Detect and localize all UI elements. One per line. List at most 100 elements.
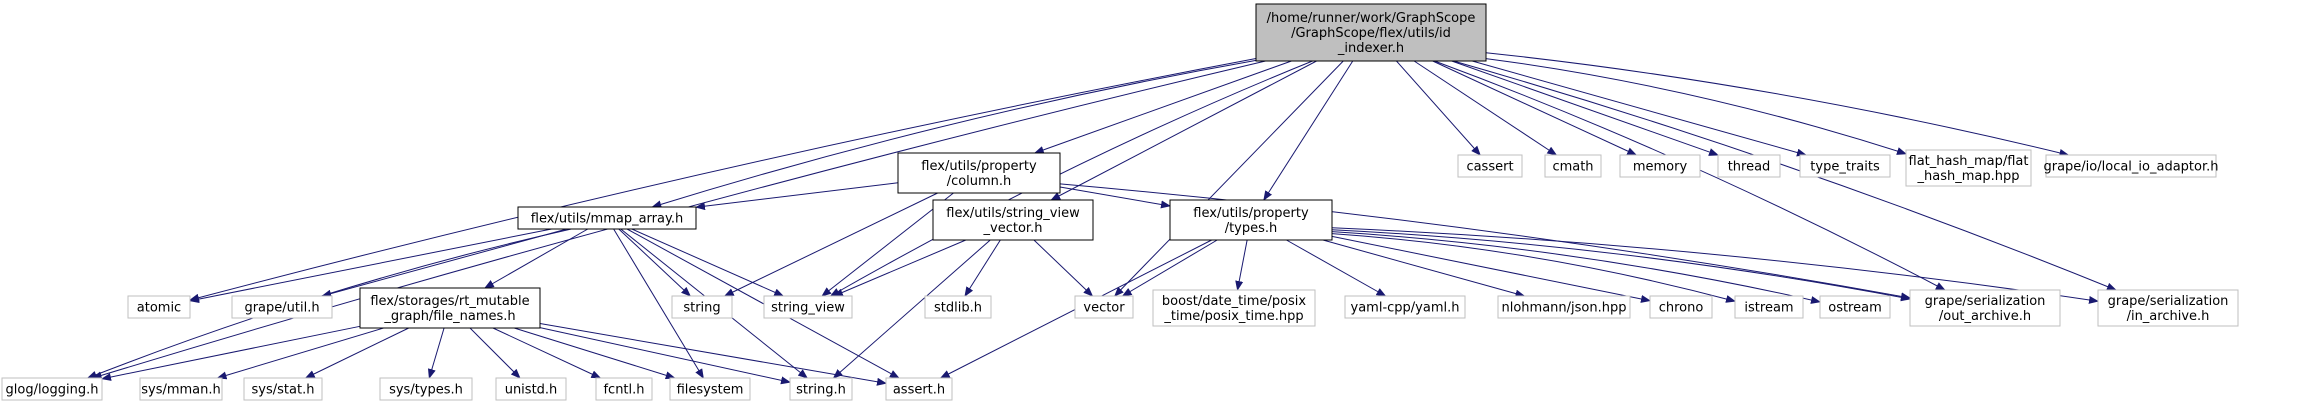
node-label-out_archive-line-0: grape/serialization (1925, 294, 2046, 309)
node-box-sys_stat (243, 377, 323, 401)
node-type_traits: type_traits (1799, 154, 1891, 178)
node-json: nlohmann/json.hpp (1497, 295, 1631, 319)
node-label-sys_mman-line-0: sys/mman.h (141, 383, 221, 398)
node-stdlib: stdlib.h (924, 295, 992, 319)
node-label-local_io-line-0: grape/io/local_io_adaptor.h (2043, 160, 2218, 175)
edge-root-to-types (1263, 60, 1354, 201)
node-ostream: ostream (1819, 295, 1891, 319)
node-box-root (1255, 3, 1487, 62)
edge-mmap-to-assert_h (626, 228, 900, 379)
node-label-boost-line-1: _time/posix_time.hpp (1163, 309, 1303, 324)
node-boost: boost/date_time/posix_time/posix_time.hp… (1152, 289, 1316, 327)
node-label-cmath-line-0: cmath (1552, 160, 1593, 175)
edge-types-to-vector (1121, 239, 1218, 297)
nodes-layer: /home/runner/work/GraphScope/GraphScope/… (1, 3, 2239, 401)
node-box-assert_h (885, 377, 953, 401)
node-atomic: atomic (127, 295, 191, 319)
node-box-local_io (2045, 154, 2217, 178)
edges-layer (86, 52, 2117, 386)
edge-filenames-to-assert_h (539, 323, 887, 386)
edge-mmap-to-filenames (484, 228, 589, 289)
node-box-string_h (789, 377, 853, 401)
node-box-ostream (1819, 295, 1891, 319)
node-in_archive: grape/serialization/in_archive.h (2097, 289, 2239, 327)
edge-root-to-cmath (1413, 60, 1558, 156)
edge-mmap-to-atomic (189, 228, 552, 304)
node-label-filenames-line-1: _graph/file_names.h (383, 309, 515, 324)
node-box-string (671, 295, 733, 319)
node-assert_h: assert.h (885, 377, 953, 401)
node-label-root-line-0: /home/runner/work/GraphScope (1267, 11, 1476, 26)
edge-types-to-ostream (1331, 231, 1821, 304)
node-box-vector (1074, 295, 1134, 319)
edge-root-to-column (1033, 60, 1292, 154)
edge-filenames-to-sys_stat (304, 327, 409, 379)
edge-root-to-thread (1451, 60, 1719, 156)
edge-root-to-atomic (189, 58, 1257, 302)
edge-filenames-to-sys_mman (216, 327, 384, 380)
node-yaml: yaml-cpp/yaml.h (1344, 295, 1466, 319)
edge-mmap-to-glog (86, 228, 572, 379)
node-label-filenames-line-0: flex/storages/rt_mutable (370, 294, 529, 309)
node-label-in_archive-line-0: grape/serialization (2108, 294, 2229, 309)
node-label-memory-line-0: memory (1633, 160, 1688, 175)
node-label-in_archive-line-1: /in_archive.h (2127, 309, 2210, 324)
node-cmath: cmath (1544, 154, 1602, 178)
node-flat_hash_map: flat_hash_map/flat_hash_map.hpp (1905, 149, 2032, 187)
node-string_h: string.h (789, 377, 853, 401)
node-label-type_traits-line-0: type_traits (1810, 160, 1880, 175)
node-label-types-line-1: /types.h (1225, 221, 1278, 236)
node-root[interactable]: /home/runner/work/GraphScope/GraphScope/… (1255, 3, 1487, 62)
node-label-flat_hash_map-line-0: flat_hash_map/flat (1909, 154, 2029, 169)
edge-filenames-to-fcntl (492, 327, 602, 379)
node-label-istream-line-0: istream (1744, 301, 1793, 316)
edge-root-to-in_archive (1453, 60, 2117, 291)
node-label-filesystem-line-0: filesystem (677, 383, 744, 398)
node-label-sys_stat-line-0: sys/stat.h (252, 383, 315, 398)
node-unistd: unistd.h (495, 377, 567, 401)
node-mmap[interactable]: flex/utils/mmap_array.h (517, 206, 697, 230)
node-box-grape_util (231, 295, 333, 319)
edge-root-to-cassert (1396, 60, 1481, 156)
node-box-out_archive (1909, 289, 2061, 327)
edge-root-to-mmap (651, 59, 1257, 209)
node-box-svvec (932, 199, 1094, 241)
edge-column-to-out_archive (1059, 183, 1911, 301)
edge-root-to-local_io (1485, 52, 2070, 157)
node-box-istream (1734, 295, 1804, 319)
node-column[interactable]: flex/utils/property/column.h (897, 152, 1061, 194)
node-box-types (1169, 199, 1333, 241)
edge-column-to-types (1059, 186, 1171, 209)
node-box-unistd (495, 377, 567, 401)
edge-svvec-to-vector (1033, 239, 1094, 297)
node-box-cassert (1457, 154, 1523, 178)
edge-root-to-flat_hash_map (1485, 58, 1907, 155)
edge-svvec-to-string_view (832, 239, 967, 297)
node-box-chrono (1649, 295, 1713, 319)
node-box-yaml (1344, 295, 1466, 319)
node-string_view: string_view (763, 295, 853, 319)
edge-types-to-chrono (1331, 235, 1651, 303)
node-label-boost-line-0: boost/date_time/posix (1162, 294, 1307, 309)
edge-root-to-string_view (829, 60, 1313, 297)
edge-types-to-in_archive (1331, 227, 2099, 304)
node-box-flat_hash_map (1905, 149, 2032, 187)
node-label-sys_types-line-0: sys/types.h (389, 383, 463, 398)
node-label-thread-line-0: thread (1728, 160, 1771, 175)
edge-filenames-to-sys_types (427, 327, 445, 379)
node-box-stdlib (924, 295, 992, 319)
node-svvec[interactable]: flex/utils/string_view_vector.h (932, 199, 1094, 241)
node-label-string_h-line-0: string.h (796, 383, 846, 398)
edge-root-to-vector (1114, 60, 1344, 297)
node-box-cmath (1544, 154, 1602, 178)
node-types[interactable]: flex/utils/property/types.h (1169, 199, 1333, 241)
edge-types-to-out_archive (1331, 229, 1911, 302)
edge-svvec-to-stdlib (964, 239, 1001, 297)
node-box-boost (1152, 289, 1316, 327)
node-label-json-line-0: nlohmann/json.hpp (1502, 301, 1627, 316)
node-label-unistd-line-0: unistd.h (505, 383, 558, 398)
node-filenames[interactable]: flex/storages/rt_mutable_graph/file_name… (359, 287, 541, 329)
node-label-root-line-1: /GraphScope/flex/utils/id (1291, 26, 1451, 41)
node-box-sys_types (379, 377, 473, 401)
